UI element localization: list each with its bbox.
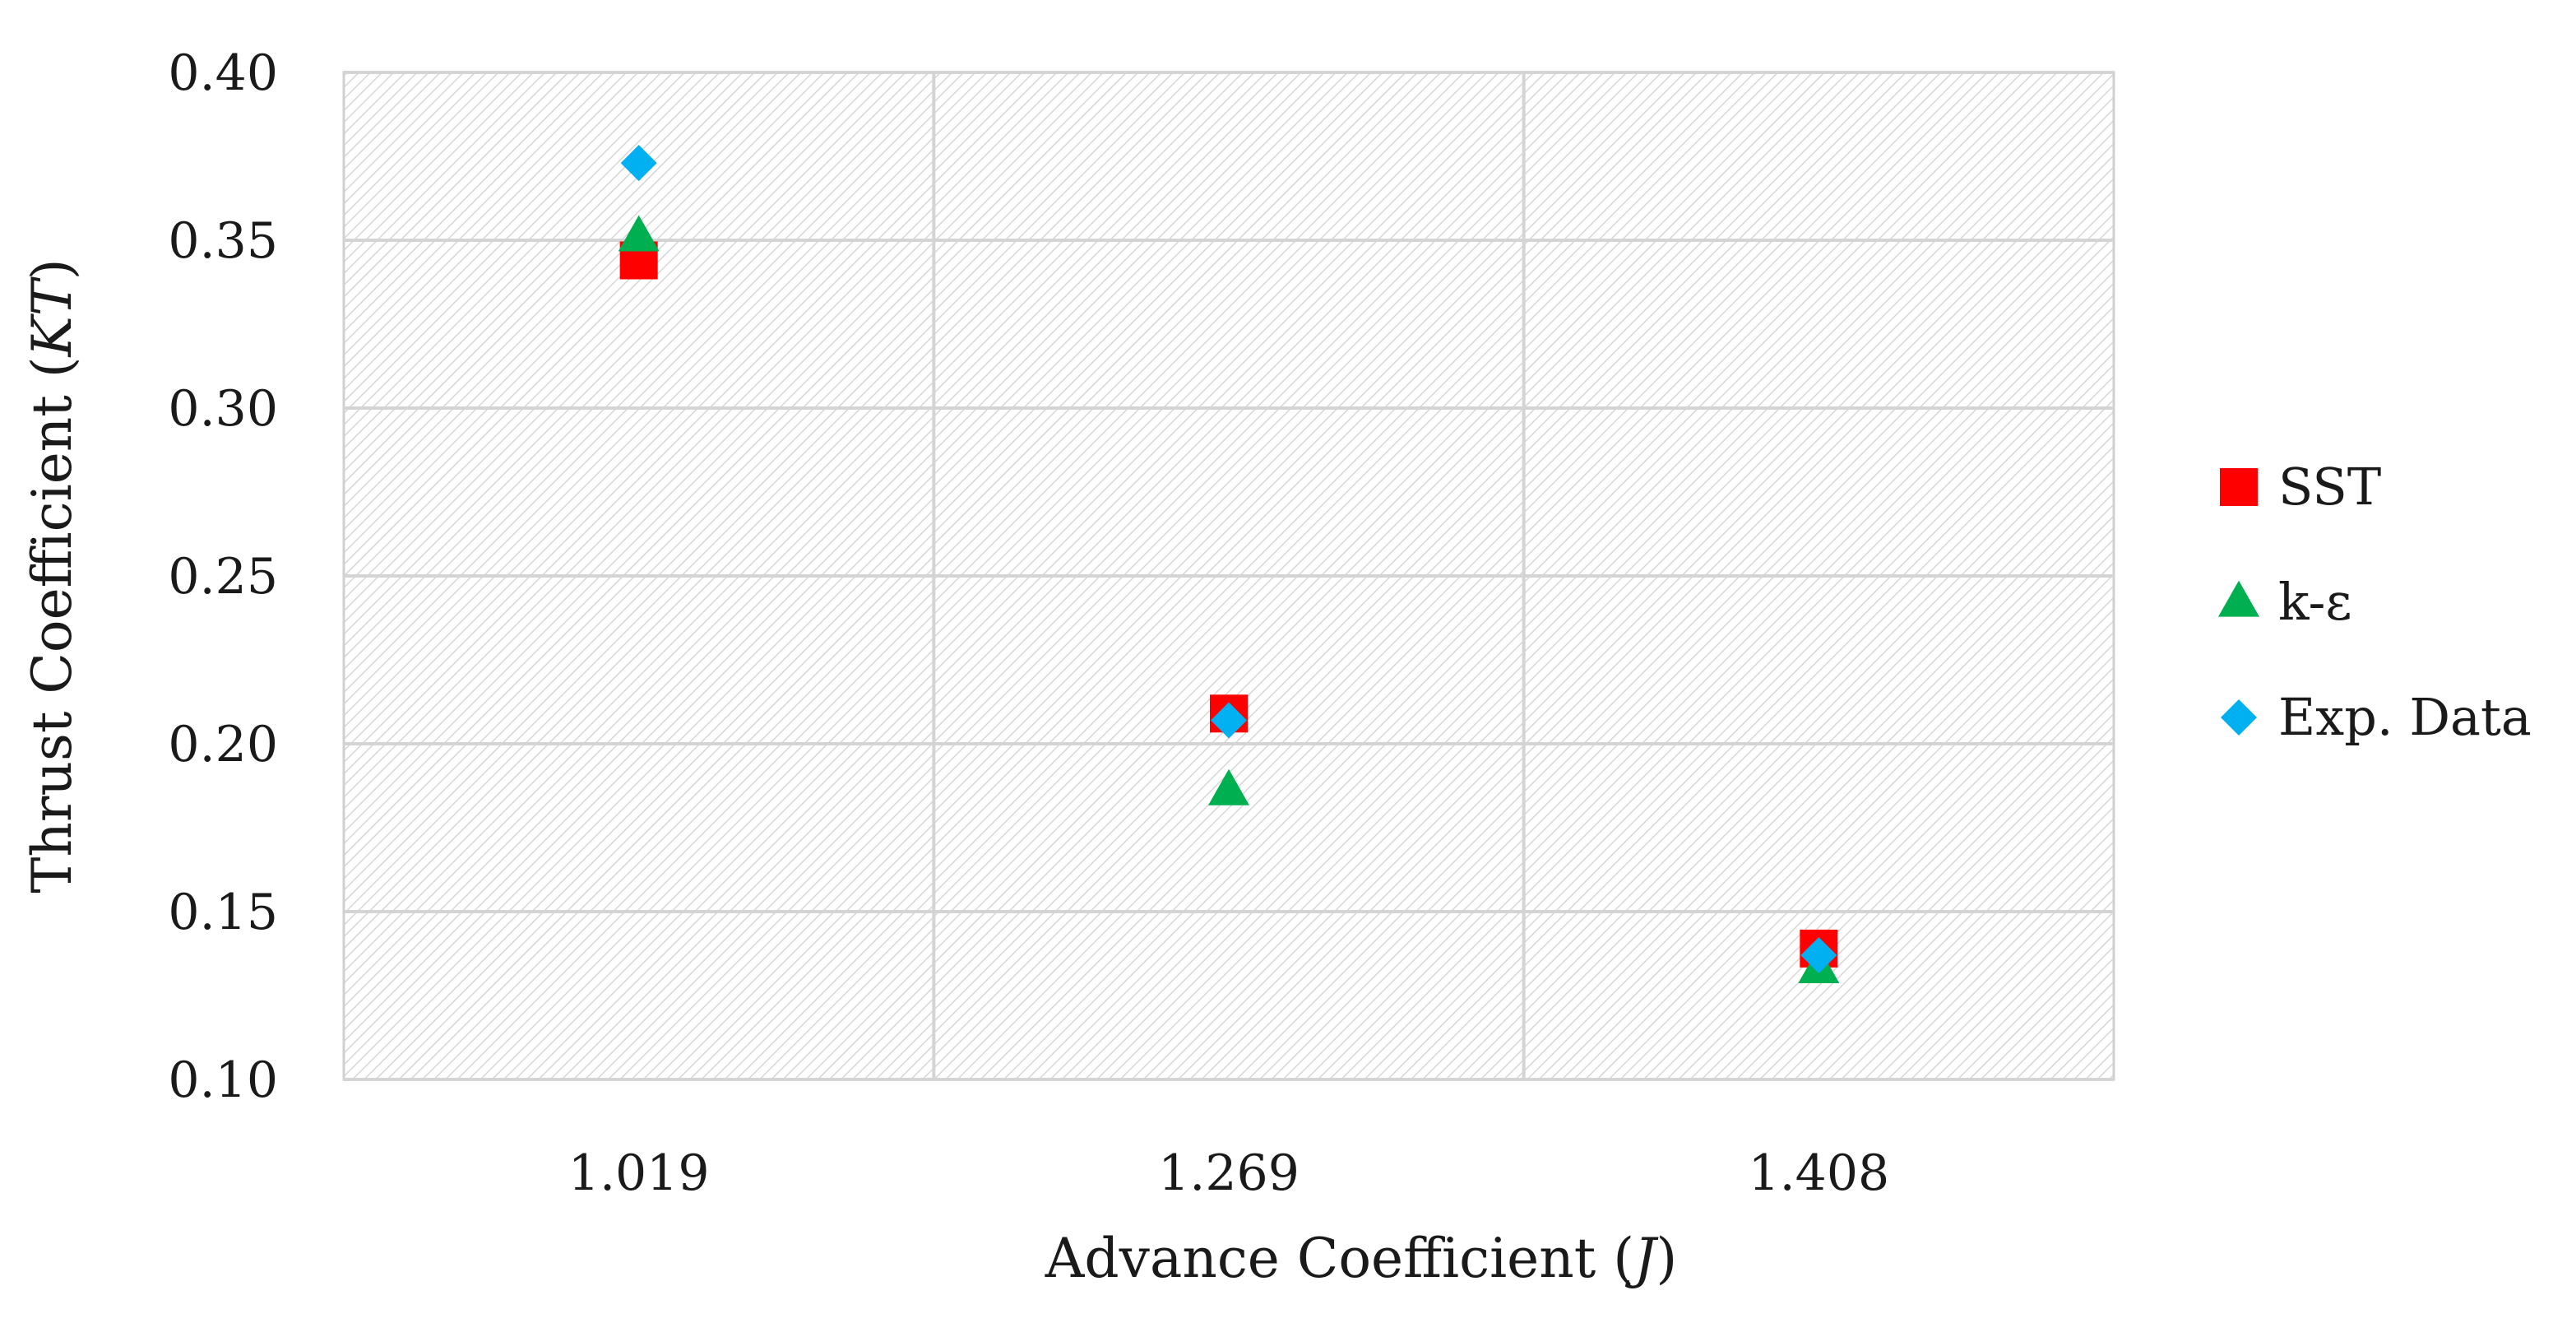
y-tick-label: 0.10 bbox=[168, 1051, 278, 1109]
legend-item: Exp. Data bbox=[2221, 687, 2532, 747]
point-triangle bbox=[618, 215, 660, 252]
y-tick-label: 0.25 bbox=[168, 548, 278, 606]
legend-marker-diamond bbox=[2221, 699, 2257, 736]
legend-marker-triangle bbox=[2218, 580, 2259, 617]
y-tick-label: 0.40 bbox=[168, 44, 278, 102]
y-tick-label: 0.30 bbox=[168, 380, 278, 438]
grid-lines bbox=[344, 71, 2114, 1081]
y-tick-label: 0.35 bbox=[168, 212, 278, 270]
point-diamond bbox=[1211, 702, 1247, 739]
legend-marker-square bbox=[2220, 468, 2258, 506]
x-tick-label: 1.269 bbox=[1158, 1144, 1300, 1202]
y-axis-ticks: 0.10 0.15 0.20 0.25 0.30 0.35 0.40 bbox=[168, 44, 278, 1109]
point-diamond bbox=[620, 145, 657, 182]
y-tick-label: 0.20 bbox=[168, 716, 278, 773]
x-tick-label: 1.019 bbox=[568, 1144, 710, 1202]
legend-label: Exp. Data bbox=[2278, 687, 2532, 747]
x-axis-ticks: 1.019 1.269 1.408 bbox=[568, 1144, 1889, 1202]
point-triangle bbox=[1208, 768, 1249, 805]
point-diamond bbox=[1800, 937, 1837, 974]
x-axis-title: Advance Coefficient (J) bbox=[1045, 1227, 1677, 1290]
legend-label: SST bbox=[2278, 457, 2381, 517]
y-axis-title: Thrust Coefficient (KT) bbox=[21, 258, 84, 893]
data-points bbox=[618, 145, 1840, 983]
legend-label: k-ε bbox=[2278, 572, 2352, 632]
legend: SST k-ε Exp. Data bbox=[2218, 457, 2532, 747]
x-tick-label: 1.408 bbox=[1748, 1144, 1889, 1202]
y-tick-label: 0.15 bbox=[168, 884, 278, 941]
legend-item: SST bbox=[2220, 457, 2381, 517]
legend-item: k-ε bbox=[2218, 572, 2352, 632]
